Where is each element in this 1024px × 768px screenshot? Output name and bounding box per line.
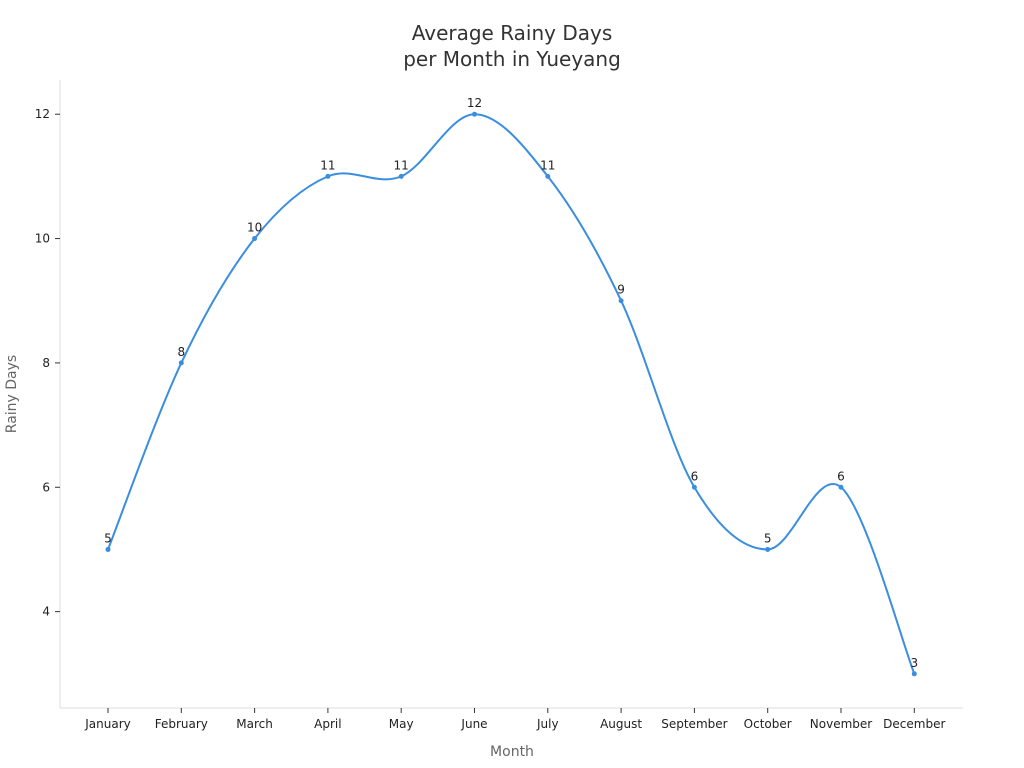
- data-point: [398, 173, 404, 179]
- y-axis-ticks: 4 6 8 10 12: [35, 107, 60, 619]
- x-tick-label: January: [84, 717, 131, 731]
- y-tick-label: 10: [35, 232, 50, 246]
- data-label: 9: [617, 283, 625, 297]
- data-points: [105, 111, 917, 677]
- data-point: [105, 546, 111, 552]
- x-tick-label: October: [744, 717, 792, 731]
- data-label: 11: [394, 158, 409, 172]
- x-tick-label: June: [460, 717, 487, 731]
- data-label: 12: [467, 96, 482, 110]
- x-tick-label: February: [155, 717, 208, 731]
- x-tick-label: July: [536, 717, 559, 731]
- y-tick-label: 8: [42, 356, 50, 370]
- data-point: [838, 484, 844, 490]
- y-tick-label: 4: [42, 605, 50, 619]
- y-axis-title: Rainy Days: [4, 355, 20, 433]
- data-label: 8: [177, 345, 185, 359]
- x-axis-ticks: January February March April May June July Augu…: [84, 708, 945, 731]
- series-line: [107, 113, 916, 675]
- data-point: [545, 173, 551, 179]
- data-label: 11: [540, 158, 555, 172]
- data-labels: 5 8 10 11 11 12 11 9 6 5 6 3: [104, 96, 918, 670]
- data-label: 3: [910, 656, 918, 670]
- data-point: [765, 546, 771, 552]
- y-tick-label: 12: [35, 107, 50, 121]
- x-tick-label: May: [389, 717, 414, 731]
- data-point: [911, 671, 917, 677]
- axes: [59, 80, 963, 709]
- data-point: [472, 111, 477, 117]
- chart-title-line-2: per Month in Yueyang: [403, 47, 621, 71]
- data-label: 11: [320, 158, 335, 172]
- data-label: 10: [247, 221, 262, 235]
- x-tick-label: September: [661, 717, 727, 731]
- chart-title-line-1: Average Rainy Days: [412, 21, 613, 45]
- x-tick-label: April: [314, 717, 341, 731]
- data-point: [178, 360, 184, 366]
- data-point: [252, 236, 258, 242]
- y-tick-label: 6: [42, 480, 50, 494]
- x-tick-label: March: [236, 717, 273, 731]
- data-point: [691, 484, 697, 490]
- x-tick-label: November: [810, 717, 872, 731]
- data-label: 5: [764, 531, 772, 545]
- data-label: 6: [691, 469, 699, 483]
- x-tick-label: August: [600, 717, 642, 731]
- x-axis-title: Month: [490, 744, 534, 760]
- data-point: [325, 173, 331, 179]
- data-label: 5: [104, 531, 112, 545]
- data-label: 6: [837, 469, 845, 483]
- data-point: [618, 298, 624, 304]
- x-tick-label: December: [883, 717, 945, 731]
